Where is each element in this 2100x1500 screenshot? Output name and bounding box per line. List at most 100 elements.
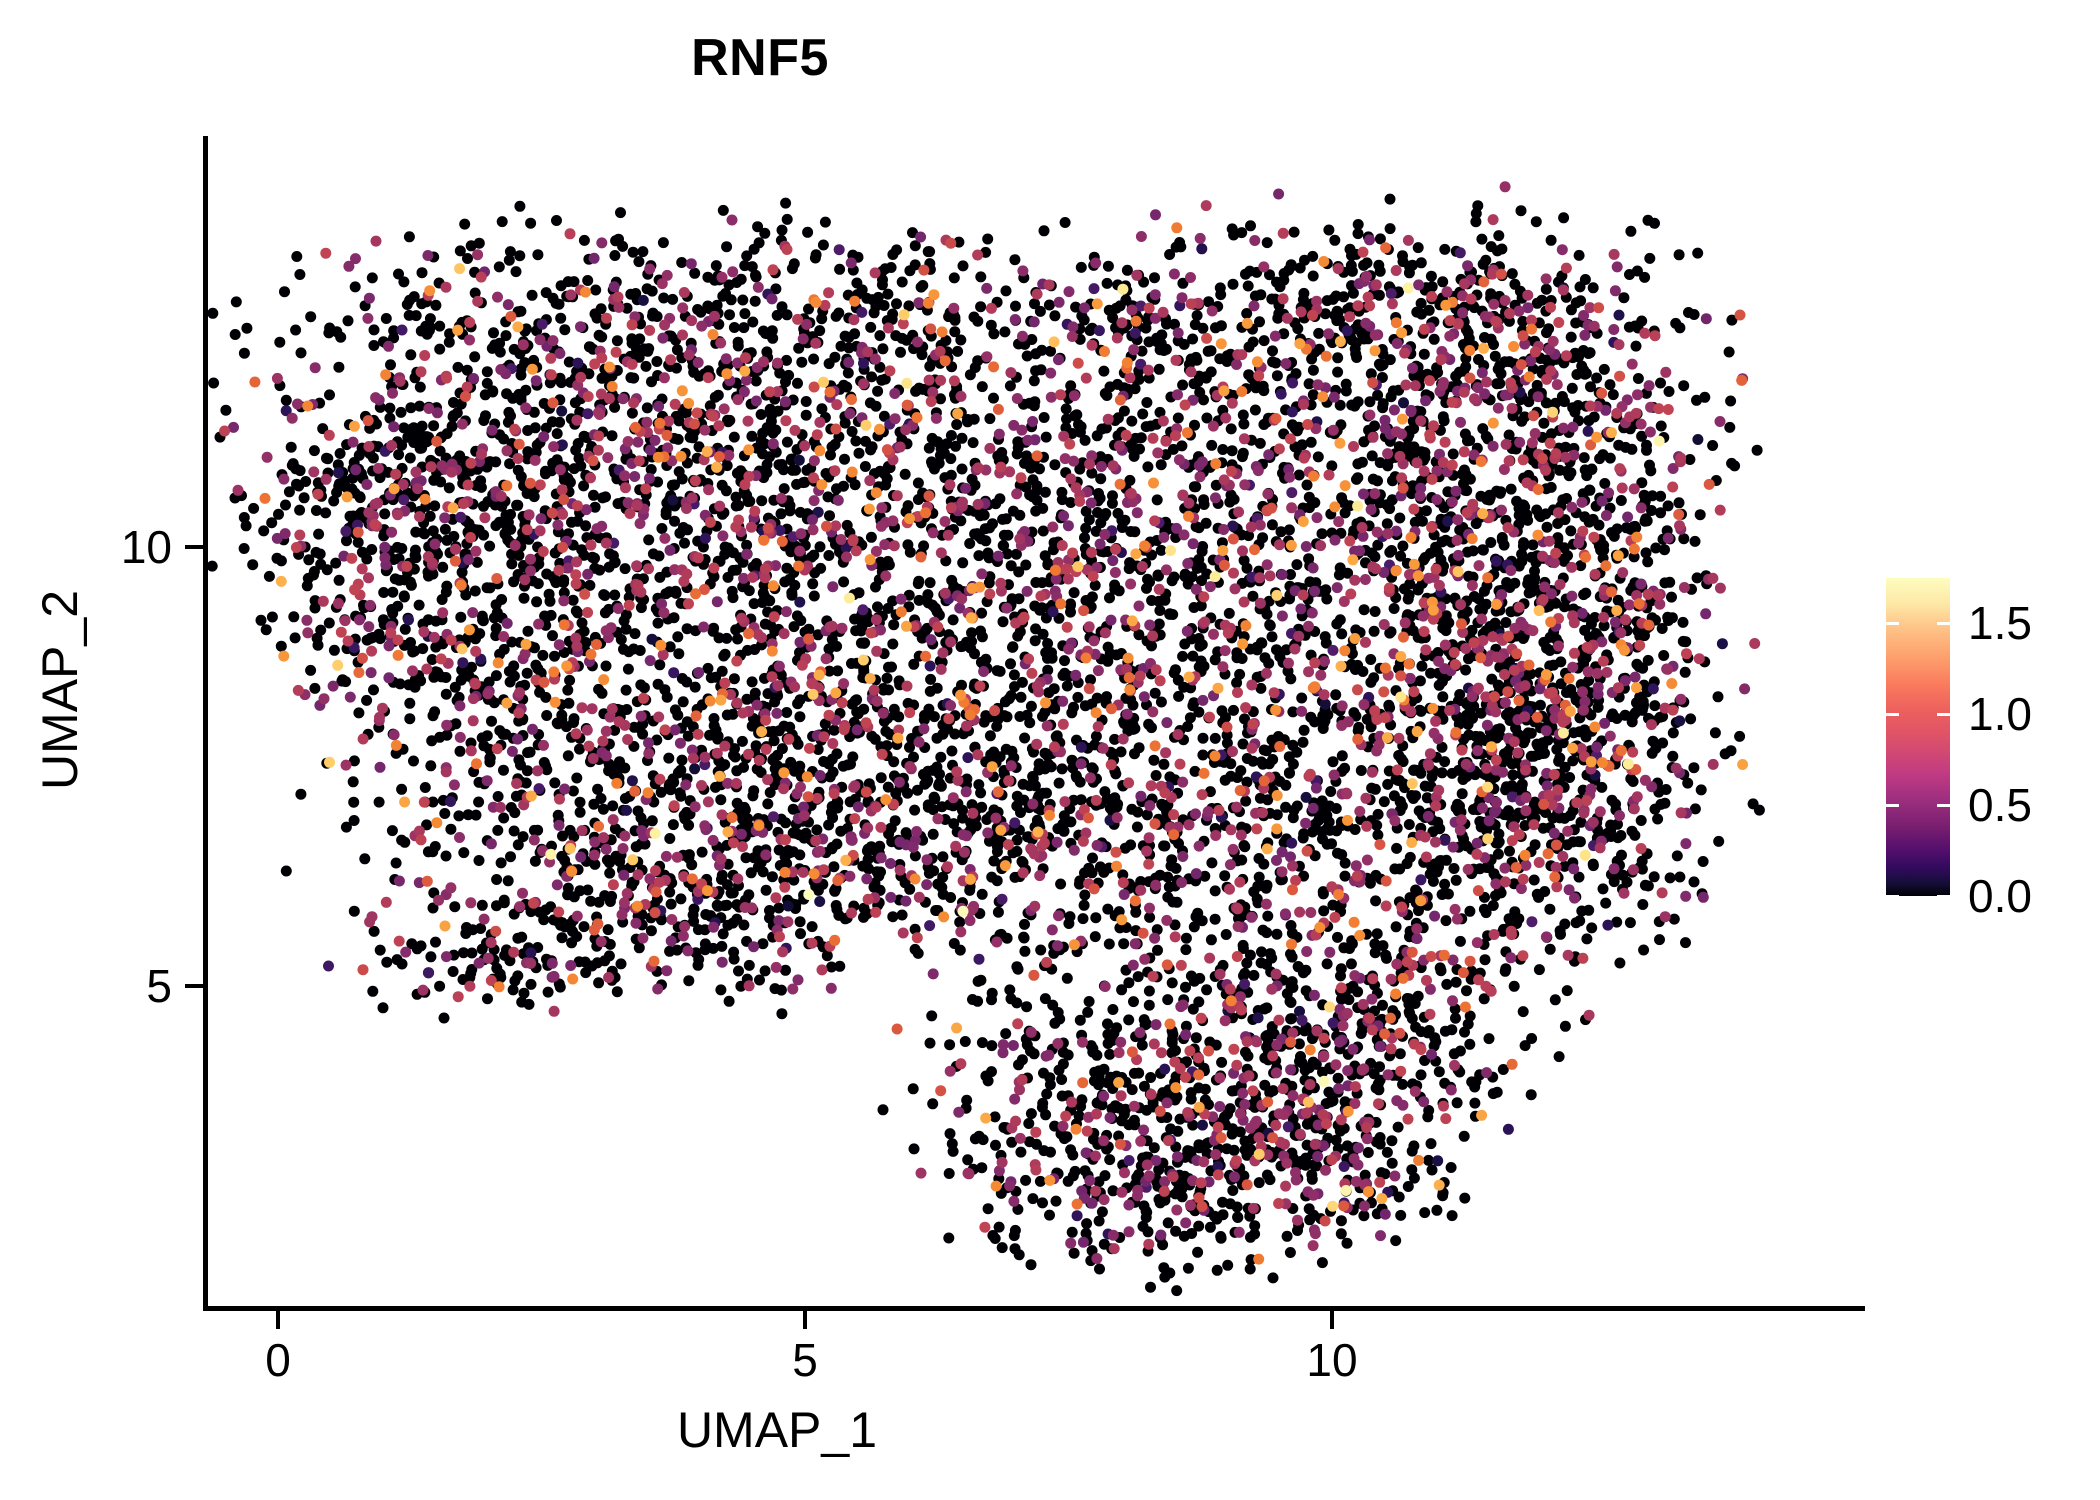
scatter-point (890, 787, 902, 799)
scatter-point (1275, 526, 1287, 538)
scatter-point (1335, 1228, 1347, 1240)
scatter-point (514, 250, 526, 262)
scatter-point (887, 911, 899, 923)
scatter-point (964, 538, 976, 549)
scatter-point (1671, 850, 1683, 862)
scatter-point (824, 510, 835, 522)
scatter-point (1607, 389, 1619, 401)
scatter-point (931, 682, 943, 694)
scatter-point (294, 504, 306, 516)
scatter-point (1101, 277, 1113, 289)
scatter-point (1327, 756, 1339, 768)
scatter-point (532, 578, 544, 590)
scatter-point (625, 372, 637, 384)
scatter-point (888, 619, 900, 631)
scatter-point (403, 231, 415, 243)
scatter-point (522, 625, 534, 637)
scatter-point (1071, 409, 1083, 421)
scatter-point (436, 594, 448, 605)
scatter-point (652, 617, 664, 629)
scatter-point (672, 631, 684, 643)
scatter-point (1025, 1108, 1037, 1120)
scatter-point (1544, 943, 1556, 955)
scatter-point (1642, 654, 1654, 666)
scatter-point (712, 389, 724, 401)
scatter-point (1551, 743, 1563, 755)
scatter-point (1378, 796, 1390, 808)
scatter-point (729, 743, 740, 755)
scatter-point (1695, 784, 1707, 796)
scatter-point (1664, 872, 1676, 884)
scatter-point (1488, 339, 1499, 350)
scatter-point (671, 344, 683, 356)
scatter-point (1278, 328, 1290, 340)
scatter-point (374, 944, 386, 956)
scatter-plot-panel[interactable] (207, 138, 1867, 1308)
scatter-point (554, 372, 566, 384)
scatter-point (849, 479, 861, 491)
scatter-point (781, 436, 793, 448)
scatter-point (756, 597, 768, 608)
scatter-point (1412, 584, 1424, 596)
scatter-point (1368, 625, 1380, 637)
scatter-point (776, 1008, 788, 1020)
scatter-point (238, 347, 250, 359)
scatter-point (420, 320, 432, 332)
scatter-point (634, 645, 646, 656)
scatter-point (1249, 404, 1261, 416)
scatter-point (422, 614, 434, 626)
scatter-point (718, 650, 730, 662)
scatter-point (838, 480, 849, 492)
scatter-point (922, 246, 934, 258)
scatter-point (814, 325, 826, 337)
scatter-point (1682, 777, 1694, 789)
scatter-point (295, 347, 307, 359)
scatter-point (567, 785, 579, 797)
scatter-point (1530, 216, 1542, 228)
scatter-point (1179, 571, 1191, 582)
scatter-point (1245, 220, 1256, 232)
scatter-point (1384, 354, 1396, 366)
scatter-point (514, 348, 526, 360)
scatter-point (741, 250, 753, 262)
scatter-point (1205, 934, 1217, 946)
scatter-point (823, 550, 835, 561)
scatter-point (414, 400, 426, 412)
scatter-point (1180, 932, 1192, 944)
scatter-point (255, 614, 267, 626)
scatter-point (422, 846, 434, 858)
scatter-point (349, 281, 361, 293)
scatter-point (279, 286, 290, 298)
scatter-point (1326, 460, 1338, 472)
scatter-point (1644, 252, 1656, 264)
scatter-point (1655, 420, 1667, 432)
scatter-point (506, 558, 518, 570)
scatter-point (702, 271, 714, 283)
scatter-point (1093, 1079, 1105, 1091)
scatter-point (1415, 767, 1427, 779)
scatter-point (1080, 522, 1092, 534)
scatter-point (664, 886, 676, 898)
scatter-point (1403, 819, 1415, 830)
scatter-point (450, 718, 462, 730)
scatter-point (1624, 269, 1635, 280)
scatter-point (488, 327, 499, 339)
scatter-point (1263, 657, 1275, 669)
scatter-point (803, 303, 814, 315)
scatter-point (807, 578, 819, 590)
scatter-point (887, 249, 899, 260)
scatter-point (455, 611, 467, 623)
scatter-point (784, 573, 795, 585)
scatter-point (1666, 612, 1678, 624)
scatter-point (651, 356, 663, 367)
scatter-point (865, 321, 877, 333)
scatter-point (1126, 803, 1138, 815)
scatter-point (1535, 511, 1546, 523)
scatter-point (1141, 582, 1152, 594)
scatter-point (982, 233, 994, 245)
scatter-point (1005, 658, 1016, 670)
scatter-point (875, 772, 887, 784)
scatter-point (404, 294, 416, 306)
scatter-point (473, 796, 485, 808)
scatter-point (1059, 655, 1070, 667)
